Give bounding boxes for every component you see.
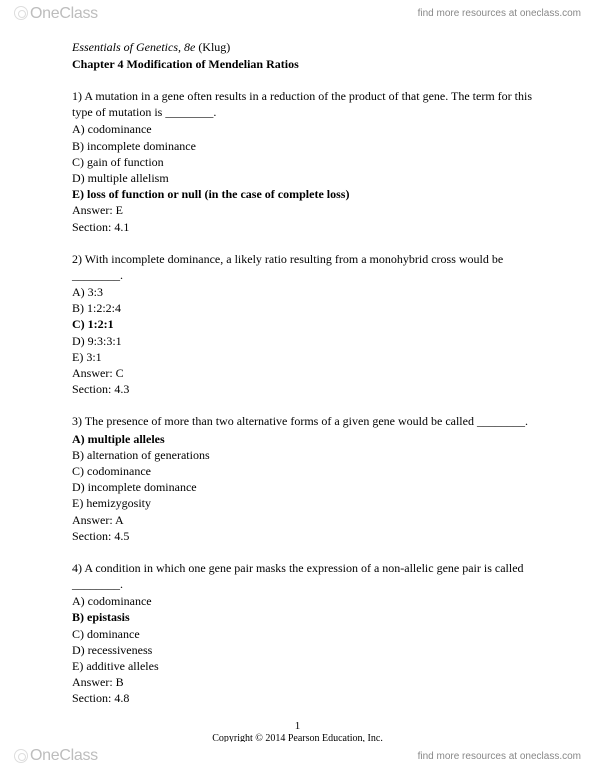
option: A) codominance [72, 121, 550, 137]
question-text: 3) The presence of more than two alterna… [72, 413, 550, 429]
section-line: Section: 4.8 [72, 690, 550, 706]
option: C) gain of function [72, 154, 550, 170]
book-author: (Klug) [195, 40, 230, 54]
answer-line: Answer: A [72, 512, 550, 528]
option: C) codominance [72, 463, 550, 479]
questions-container: 1) A mutation in a gene often results in… [72, 88, 550, 707]
option: E) loss of function or null (in the case… [72, 186, 550, 202]
header-link[interactable]: find more resources at oneclass.com [418, 8, 581, 19]
brand-text-one: One [30, 5, 59, 22]
book-title-line: Essentials of Genetics, 8e (Klug) [72, 40, 550, 55]
question-block: 4) A condition in which one gene pair ma… [72, 560, 550, 707]
answer-line: Answer: B [72, 674, 550, 690]
question-text: 1) A mutation in a gene often results in… [72, 88, 550, 120]
question-block: 3) The presence of more than two alterna… [72, 413, 550, 544]
option: A) 3:3 [72, 284, 550, 300]
option: A) codominance [72, 593, 550, 609]
section-line: Section: 4.5 [72, 528, 550, 544]
document-page: Essentials of Genetics, 8e (Klug) Chapte… [72, 40, 550, 720]
option: B) 1:2:2:4 [72, 300, 550, 316]
question-text: 4) A condition in which one gene pair ma… [72, 560, 550, 592]
option: D) recessiveness [72, 642, 550, 658]
option: D) 9:3:3:1 [72, 333, 550, 349]
option: D) incomplete dominance [72, 479, 550, 495]
option: E) additive alleles [72, 658, 550, 674]
question-text: 2) With incomplete dominance, a likely r… [72, 251, 550, 283]
brand-text-class: Class [59, 5, 98, 22]
option: E) hemizygosity [72, 495, 550, 511]
footer-brand-text-one: One [30, 747, 59, 764]
option: A) multiple alleles [72, 431, 550, 447]
option: E) 3:1 [72, 349, 550, 365]
footer-bar: OneClass find more resources at oneclass… [0, 742, 595, 770]
option: B) alternation of generations [72, 447, 550, 463]
header-bar: OneClass find more resources at oneclass… [0, 0, 595, 28]
book-title: Essentials of Genetics, 8e [72, 40, 195, 54]
option: D) multiple allelism [72, 170, 550, 186]
question-block: 2) With incomplete dominance, a likely r… [72, 251, 550, 398]
footer-link[interactable]: find more resources at oneclass.com [418, 751, 581, 762]
option: C) dominance [72, 626, 550, 642]
footer-brand-text-class: Class [59, 747, 98, 764]
section-line: Section: 4.1 [72, 219, 550, 235]
footer-brand-icon [14, 749, 28, 763]
section-line: Section: 4.3 [72, 381, 550, 397]
brand-icon [14, 6, 28, 20]
answer-line: Answer: C [72, 365, 550, 381]
option: B) epistasis [72, 609, 550, 625]
option: C) 1:2:1 [72, 316, 550, 332]
chapter-heading: Chapter 4 Modification of Mendelian Rati… [72, 57, 550, 72]
option: B) incomplete dominance [72, 138, 550, 154]
answer-line: Answer: E [72, 202, 550, 218]
brand-logo: OneClass [14, 5, 98, 23]
question-block: 1) A mutation in a gene often results in… [72, 88, 550, 235]
footer-brand-logo: OneClass [14, 747, 98, 765]
page-number: 1 [0, 720, 595, 732]
